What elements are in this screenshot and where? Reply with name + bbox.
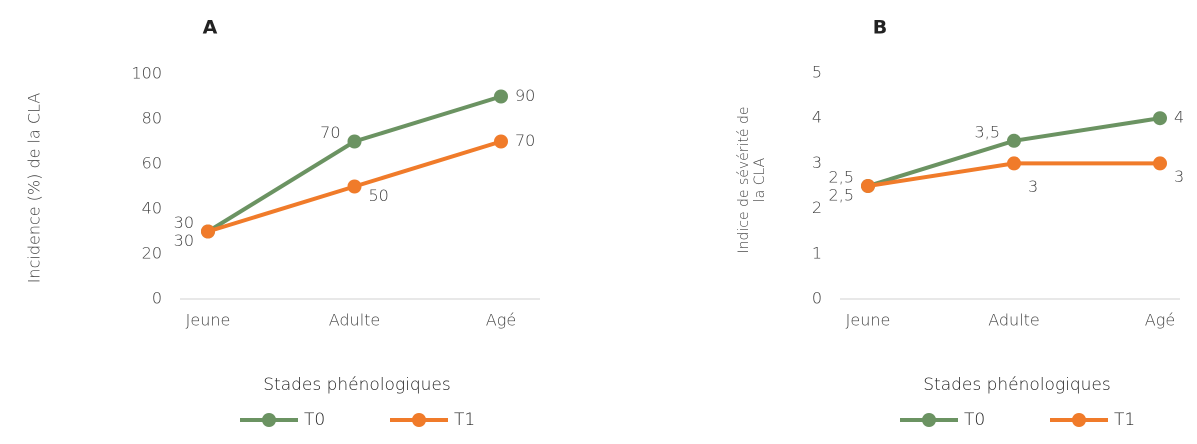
y-tick-label: 40 (142, 199, 162, 218)
data-label: 70 (515, 131, 535, 150)
y-axis-label: Incidence (%) de la CLA (25, 93, 44, 284)
data-label: 3 (1174, 167, 1184, 186)
y-tick-label: 80 (142, 109, 162, 128)
marker (1007, 133, 1021, 148)
legend-marker (922, 413, 936, 427)
x-tick-label: Agé (486, 311, 516, 330)
y-tick-label: 1 (812, 243, 822, 262)
marker (861, 179, 875, 193)
x-tick-label: Jeune (186, 311, 231, 330)
y-tick-label: 0 (812, 289, 822, 308)
y-axis-label-line: la CLA (752, 157, 768, 202)
x-tick-label: Agé (1145, 311, 1175, 330)
y-tick-label: 60 (142, 154, 162, 173)
data-label: 30 (174, 213, 194, 232)
data-label: 2,5 (829, 186, 854, 205)
y-axis-label-line: Indice de sévérité de (736, 107, 752, 254)
chart-title: B (873, 17, 887, 39)
marker (201, 224, 215, 239)
line (867, 116, 1161, 188)
marker (494, 89, 508, 104)
y-tick-label: 100 (131, 64, 162, 83)
y-tick-label: 2 (812, 198, 822, 217)
legend-marker (1072, 413, 1086, 427)
x-axis-label: Stades phénologiques (263, 375, 451, 395)
marker (1153, 156, 1167, 171)
data-label: 3,5 (975, 122, 1000, 141)
x-tick-label: Adulte (988, 311, 1040, 330)
chart-title: A (203, 17, 218, 39)
marker (494, 134, 508, 149)
marker (1007, 156, 1021, 171)
legend-label: T0 (304, 410, 325, 430)
data-label: 30 (174, 231, 194, 250)
legend-label: T0 (964, 410, 985, 430)
data-label: 2,5 (829, 168, 854, 187)
data-label: 90 (515, 86, 535, 105)
data-label: 50 (369, 186, 389, 205)
line (206, 94, 502, 234)
legend-label: T1 (1114, 410, 1135, 430)
x-tick-label: Adulte (329, 311, 381, 330)
marker (347, 179, 362, 194)
legend-label: T1 (454, 410, 475, 430)
y-tick-label: 20 (142, 244, 162, 263)
y-tick-label: 4 (812, 108, 822, 127)
data-label: 4 (1174, 108, 1184, 127)
data-label: 70 (320, 123, 340, 142)
legend-marker (412, 413, 426, 427)
y-tick-label: 5 (812, 63, 822, 82)
x-axis-label: Stades phénologiques (923, 375, 1111, 395)
marker (347, 134, 362, 149)
legend-marker (262, 413, 276, 427)
y-tick-label: 0 (152, 289, 162, 308)
data-label: 3 (1028, 177, 1038, 196)
marker (1153, 111, 1167, 126)
y-tick-label: 3 (812, 153, 822, 172)
x-tick-label: Jeune (846, 311, 891, 330)
